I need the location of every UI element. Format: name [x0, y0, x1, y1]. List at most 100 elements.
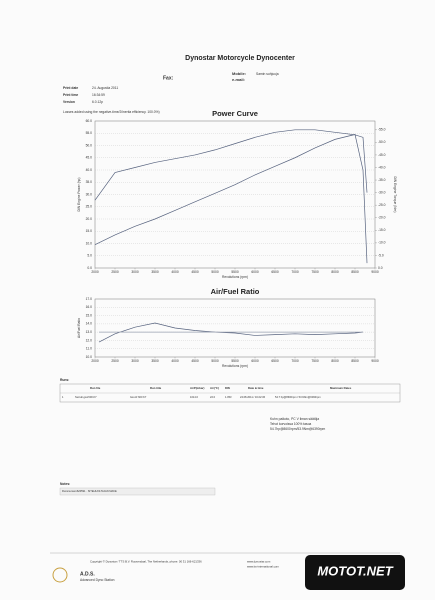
x-tick-label: 2000 — [91, 359, 99, 363]
x-tick-label: 4500 — [191, 359, 199, 363]
cell: Gsx-R 600 K7 — [130, 395, 147, 399]
cell: 1014.0 — [190, 395, 198, 399]
y2-tick-label: -5.0 — [378, 253, 384, 257]
ads: A.D.S. — [80, 571, 95, 577]
x-tick-label: 7500 — [311, 270, 319, 274]
mobile-label: Mobile: — [232, 71, 246, 76]
fax-label: Fax: — [163, 75, 174, 81]
y-tick-label: 45.0 — [86, 156, 93, 160]
column-header: DIN — [225, 386, 230, 390]
runs-label: Runs: — [60, 378, 69, 382]
x-tick-label: 6000 — [251, 359, 259, 363]
y-tick-label: 0.0 — [87, 266, 92, 270]
column-header: Maximum Rates — [330, 386, 352, 390]
x-tick-label: 3000 — [131, 359, 139, 363]
y-tick-label: 30.0 — [86, 192, 93, 196]
y-tick-label: 17.0 — [86, 297, 93, 301]
email-label: e-mail: — [232, 77, 245, 82]
y-tick-label: 15.0 — [86, 313, 93, 317]
column-header: Run file — [90, 386, 101, 390]
label: Print time — [63, 93, 78, 97]
y-tick-label: 5.0 — [87, 254, 92, 258]
x-tick-label: 5000 — [211, 359, 219, 363]
chart-title: Power Curve — [212, 109, 258, 118]
y2-tick-label: -25.0 — [378, 203, 386, 207]
runs-body: Run file Run title AirP(mbar) Air(°C) DIN Dat… — [62, 386, 352, 399]
cell: 22.0 — [210, 395, 216, 399]
cell: 1.053 — [225, 395, 232, 399]
y-tick-label: 55.0 — [86, 131, 93, 135]
value: 24. Augustia 2011 — [92, 86, 118, 90]
column-header: AirP(mbar) — [190, 386, 205, 390]
x-tick-label: 7500 — [311, 359, 319, 363]
column-header: Date & time — [248, 386, 264, 390]
x-axis-label: Revolutions (rpm) — [222, 364, 248, 368]
x-tick-label: 2500 — [111, 270, 119, 274]
ads-logo — [52, 567, 68, 583]
y-tick-label: 20.0 — [86, 217, 93, 221]
y2-tick-label: 0.0 — [378, 266, 383, 270]
x-tick-label: 6500 — [271, 270, 279, 274]
cell: 1 — [62, 395, 64, 399]
x-tick-label: 9000 — [371, 270, 379, 274]
x-tick-label: 5500 — [231, 359, 239, 363]
data-line — [94, 134, 368, 264]
y-tick-label: 60.0 — [86, 119, 93, 123]
y2-tick-label: -35.0 — [378, 178, 386, 182]
data-line — [94, 129, 368, 201]
value: 16:34:59 — [92, 93, 105, 97]
y-tick-label: 12.0 — [86, 338, 93, 342]
cell: 54.7 hp@8600rpm / 53.9Nm@6390rpm — [275, 395, 321, 399]
data-line — [98, 322, 364, 343]
x-tick-label: 2500 — [111, 359, 119, 363]
y-tick-label: 40.0 — [86, 168, 93, 172]
cell: 24.08.2011 / 16:22:36 — [240, 395, 266, 399]
x-tick-label: 2000 — [91, 270, 99, 274]
value: 6.0.12p — [92, 100, 103, 104]
comment-line: Tehot korvoissa 100% tasoa — [270, 422, 311, 426]
x-tick-label: 4500 — [191, 270, 199, 274]
chart-title: Air/Fuel Ratio — [211, 287, 260, 296]
brand: MOTOT.NET — [317, 563, 393, 578]
copyright: Copyright © Dynostar / TTS B.V. Roosenda… — [90, 560, 202, 564]
losses-note: Losses added using the negative-time/2/i… — [63, 110, 160, 114]
y-tick-label: 10.0 — [86, 355, 93, 359]
cell: Suzuki.gsxr600.K7 — [75, 395, 97, 399]
x-tick-label: 9000 — [371, 359, 379, 363]
y2-tick-label: -20.0 — [378, 216, 386, 220]
web: www.dynostar.com — [247, 560, 271, 564]
y-tick-label: 13.0 — [86, 330, 93, 334]
y-tick-label: 35.0 — [86, 180, 93, 184]
y2-tick-label: -45.0 — [378, 153, 386, 157]
label: Version — [63, 100, 75, 104]
x-tick-label: 3000 — [131, 270, 139, 274]
x-tick-label: 3500 — [151, 359, 159, 363]
x-tick-label: 8000 — [331, 270, 339, 274]
x-axis-label: Revolutions (rpm) — [222, 275, 248, 279]
comment-line: Kuhn paikoto, PC V ilman säätöja — [270, 417, 319, 421]
notes-label: Notes: — [60, 482, 70, 486]
comment-line: 54.7hp@8600rpm/53.9Nm@6390rpm — [270, 427, 326, 431]
notes-box — [59, 487, 216, 496]
label: Print date — [63, 86, 78, 90]
y-tick-label: 14.0 — [86, 322, 93, 326]
x-tick-label: 8500 — [351, 359, 359, 363]
y2-tick-label: -55.0 — [378, 128, 386, 132]
y-tick-label: 25.0 — [86, 205, 93, 209]
x-tick-label: 4000 — [171, 359, 179, 363]
x-tick-label: 7000 — [291, 270, 299, 274]
column-header: Air(°C) — [210, 386, 219, 390]
x-tick-label: 3500 — [151, 270, 159, 274]
x-tick-label: 6000 — [251, 270, 259, 274]
y-tick-label: 15.0 — [86, 229, 93, 233]
x-tick-label: 8500 — [351, 270, 359, 274]
y-axis-label: DIN Engine Power (hp) — [77, 178, 81, 212]
x-tick-label: 8000 — [331, 359, 339, 363]
web: www.tts-international.com — [247, 565, 280, 569]
column-header: Run title — [150, 386, 162, 390]
y-tick-label: 10.0 — [86, 241, 93, 245]
notes-text: Runsnumero620591 · SITEHUOLTAJAN MAKE — [62, 489, 117, 493]
